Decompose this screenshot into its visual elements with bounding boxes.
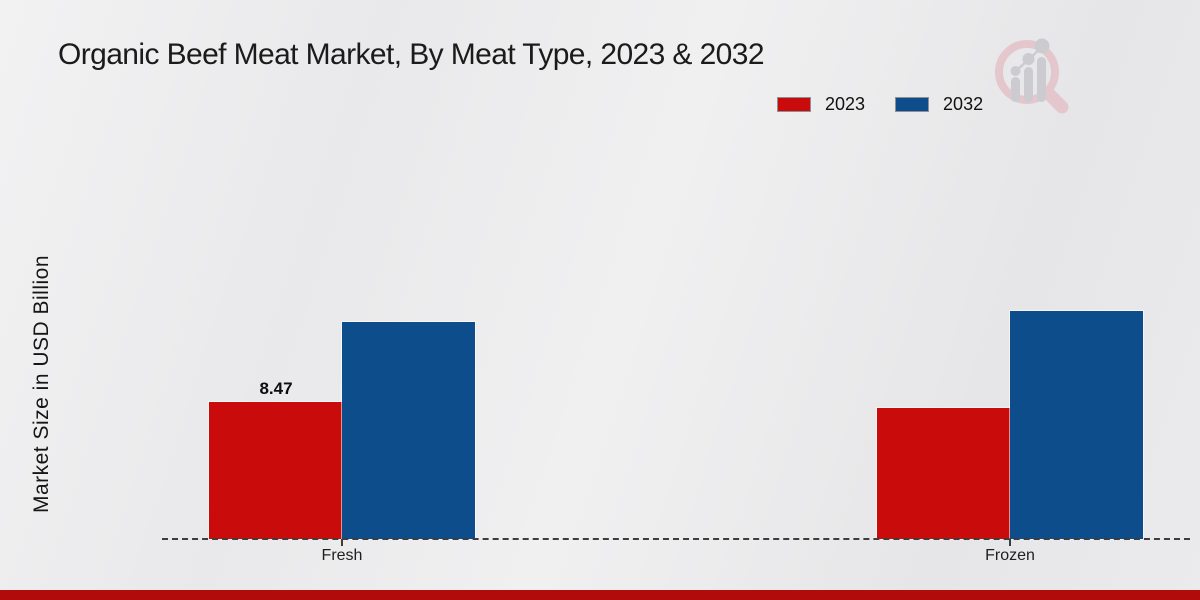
axis-tick-frozen — [1009, 539, 1011, 546]
legend-swatch-2023 — [777, 97, 811, 112]
footer-accent-bar — [0, 590, 1200, 600]
legend-item-2023: 2023 — [777, 94, 865, 115]
value-label-fresh-2023: 8.47 — [259, 379, 293, 398]
legend: 2023 2032 — [777, 94, 983, 115]
bar-chart-glyph — [1010, 38, 1050, 102]
legend-item-2032: 2032 — [895, 94, 983, 115]
magnifier-bar-chart-logo-icon — [995, 38, 1069, 114]
category-label-fresh: Fresh — [321, 547, 363, 564]
axis-tick-fresh — [341, 539, 343, 546]
magnifier-handle — [1042, 87, 1069, 114]
legend-swatch-2032 — [895, 97, 930, 112]
bar-fresh-2023 — [209, 402, 342, 539]
bar-fresh-2032 — [342, 322, 475, 539]
x-axis-baseline — [162, 538, 1190, 540]
legend-label-2032: 2032 — [943, 94, 984, 114]
bar-frozen-2032 — [1010, 311, 1143, 539]
category-label-frozen: Frozen — [985, 547, 1035, 564]
chart-title: Organic Beef Meat Market, By Meat Type, … — [58, 38, 765, 71]
bar-frozen-2023 — [877, 408, 1010, 539]
legend-label-2023: 2023 — [825, 94, 866, 114]
